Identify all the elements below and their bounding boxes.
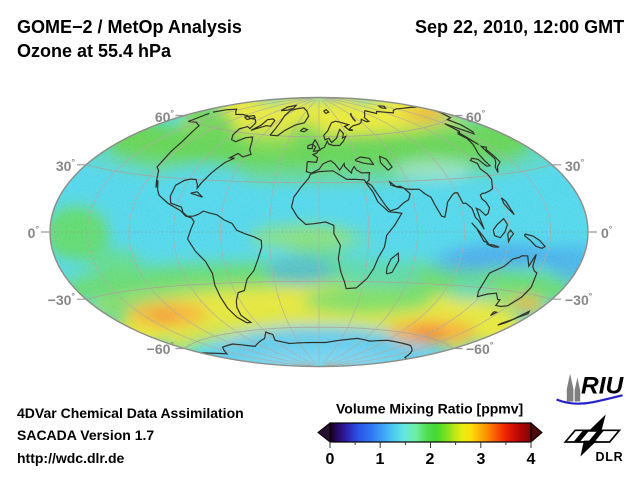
svg-text:0: 0 — [326, 451, 335, 468]
svg-text:4: 4 — [527, 451, 536, 468]
svg-text:Volume Mixing Ratio [ppmv]: Volume Mixing Ratio [ppmv] — [336, 401, 523, 417]
svg-text:−30°: −30° — [48, 291, 76, 308]
svg-text:0°: 0° — [28, 224, 40, 241]
svg-text:RIU: RIU — [581, 373, 625, 400]
svg-text:60°: 60° — [466, 108, 486, 125]
svg-text:−60°: −60° — [147, 340, 175, 357]
svg-text:0°: 0° — [601, 224, 613, 241]
svg-text:1: 1 — [376, 451, 385, 468]
svg-text:2: 2 — [426, 451, 435, 468]
svg-text:DLR: DLR — [596, 450, 624, 464]
svg-text:3: 3 — [477, 451, 486, 468]
svg-text:−60°: −60° — [466, 340, 494, 357]
svg-text:30°: 30° — [56, 157, 76, 174]
svg-text:−30°: −30° — [565, 291, 593, 308]
svg-text:60°: 60° — [155, 108, 175, 125]
svg-text:30°: 30° — [565, 157, 585, 174]
